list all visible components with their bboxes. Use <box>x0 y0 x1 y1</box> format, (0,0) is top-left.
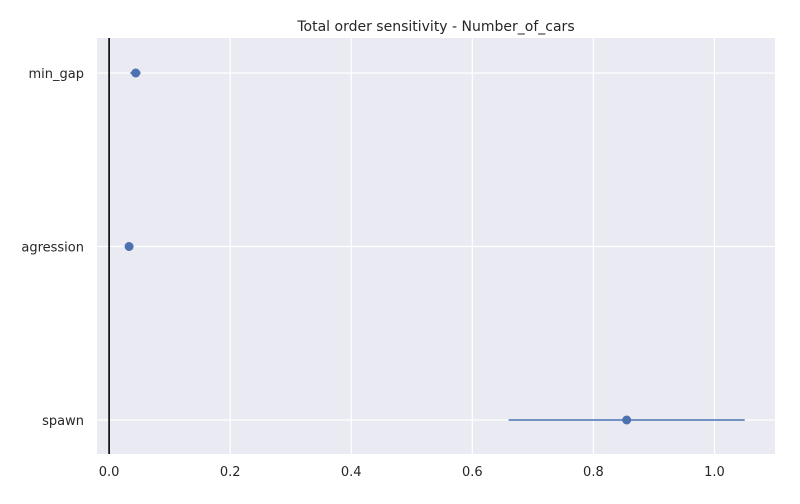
y-tick-label-min_gap: min_gap <box>29 67 85 82</box>
point-spawn <box>622 415 632 425</box>
point-agression <box>124 242 134 251</box>
x-tick-label-3: 0.6 <box>462 465 483 480</box>
marks-layer <box>124 68 745 425</box>
point-min_gap <box>131 68 141 78</box>
x-tick-label-4: 0.8 <box>583 465 604 480</box>
x-tick-labels: 0.0 0.2 0.4 0.6 0.8 1.0 <box>99 465 725 480</box>
x-tick-label-1: 0.2 <box>220 465 241 480</box>
x-tick-label-5: 1.0 <box>704 465 725 480</box>
chart-title: Total order sensitivity - Number_of_cars <box>296 19 574 35</box>
x-tick-label-2: 0.4 <box>341 465 362 480</box>
y-tick-label-agression: agression <box>21 241 84 256</box>
y-tick-label-spawn: spawn <box>42 414 84 429</box>
x-tick-label-0: 0.0 <box>99 465 120 480</box>
y-tick-labels: min_gap agression spawn <box>21 67 84 429</box>
